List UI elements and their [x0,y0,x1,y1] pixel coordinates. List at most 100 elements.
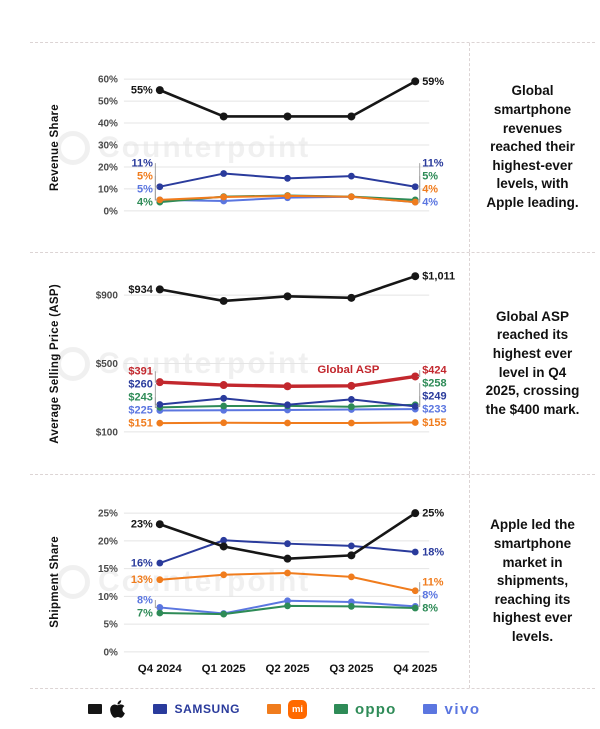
vivo-wordmark: vivo [444,700,481,718]
mi-end-label: 11% [422,577,444,589]
mi-point [411,587,419,595]
y-tick-label: 5% [103,620,118,631]
legend-item-mi: mi [267,699,308,719]
oppo-end-label: 8% [422,603,438,615]
leader-line [417,595,421,607]
vivo-start-label: $225 [128,405,152,417]
samsung-point [156,559,164,567]
apple-point [347,551,356,560]
apple-point [155,285,164,294]
mi-end-label: 4% [422,184,438,196]
apple-point [411,272,420,281]
apple-line [158,511,417,560]
x-tick-label: Q1 2025 [202,663,247,675]
legend-item-samsung: SAMSUNG [153,702,240,716]
apple-start-label: 55% [131,85,153,97]
global_asp-point [219,381,228,390]
gridlines: 0% 5% 10% 15% 20% 25% [98,509,430,658]
samsung-point [220,394,227,402]
samsung-point [347,172,355,180]
global_asp-point [347,381,356,390]
samsung-point [411,183,419,191]
samsung-end-label: 18% [422,546,444,558]
apple-swatch [88,704,103,714]
vivo-end-label: 4% [422,197,438,209]
infographic-grid: Counterpoint Revenue Share 0% 10% 20% 30% 40… [30,42,595,729]
samsung-point [284,174,291,182]
oppo-point [411,604,419,612]
samsung-wordmark: SAMSUNG [174,702,241,716]
oppo-start-label: 4% [137,197,153,209]
mi-point [347,573,355,581]
gridlines: $100 $500 $900 [96,291,430,438]
revenue-share-chart: 0%10%20%30%40%50%60%4%5%5%11%55%4%4%5%11… [98,75,444,218]
leader-line [417,163,421,188]
global_asp-point [283,382,292,391]
gridlines: 0% 10% 20% 30% 40% 50% 60% [98,75,430,217]
apple-point [219,112,228,121]
global_asp-start-label: $391 [128,366,152,378]
samsung-end-label: $249 [422,391,446,403]
y-tick-label: $100 [96,427,119,438]
mi-point [220,419,227,427]
shipment-share-chart: 0% 5% 10% 15% 20% 25% Q4 2024 Q1 2025 Q2 2025 Q3 … [98,508,445,675]
asp-chart-cell: Counterpoint Average Selling Price (ASP)… [30,253,470,474]
apple-end-label: $1,011 [422,271,455,283]
mi-logo-icon: mi [288,699,308,719]
apple-line [158,80,417,118]
y-tick-label: 10% [98,592,118,603]
asp-caption: Global ASP reached its highest ever leve… [485,308,580,417]
mi-swatch [267,704,282,714]
y-tick-label: 60% [98,75,118,86]
apple-end-label: 59% [422,76,444,88]
mi-start-label: 5% [137,171,153,183]
samsung-start-label: 16% [131,558,153,570]
legend: SAMSUNG mi oppo vivo [2,689,567,729]
oppo-point [347,403,355,411]
series [155,77,420,206]
samsung-point [156,183,164,191]
x-tick-label: Q4 2025 [393,663,438,675]
mi-point [411,419,419,426]
samsung-point [284,540,291,548]
global-asp-annotation: Global ASP [317,364,379,376]
mi-point [284,192,291,200]
apple-point [155,520,164,529]
global_asp-point [411,372,420,381]
oppo-wordmark: oppo [355,700,397,718]
mi-point [156,196,164,204]
oppo-point [284,602,291,610]
leader-line [154,163,158,188]
apple-point [219,296,228,305]
mi-point [220,193,227,201]
apple-point [347,293,356,302]
apple-end-label: 25% [422,508,444,520]
leader-line [154,384,158,405]
series [155,272,420,427]
oppo-point [156,609,164,617]
vivo-point [284,597,291,605]
samsung-point [347,542,355,550]
y-tick-label: 20% [98,162,118,173]
vivo-start-label: 8% [137,595,153,607]
shipment-share-row: Counterpoint Shipment Share 0% 5% 10% 15% 20… [30,475,595,689]
samsung-point [284,401,291,409]
vivo-point [156,604,164,611]
vivo-end-label: $233 [422,404,446,416]
value-labels: 7%8%13%16%23%8%8%11%18%25% [131,508,445,620]
revenue-share-chart-cell: Counterpoint Revenue Share 0% 10% 20% 30% 40… [30,43,470,252]
leader-line [154,600,158,608]
legend-item-oppo: oppo [334,701,396,718]
y-tick-label: 0% [103,647,118,658]
x-axis-labels: Q4 2024 Q1 2025 Q2 2025 Q3 2025 Q4 2025 [138,663,438,675]
y-tick-label: $500 [96,359,119,370]
mi-start-label: $151 [128,418,152,430]
oppo-end-label: $258 [422,378,446,390]
y-tick-label: 20% [98,536,118,547]
apple-start-label: 23% [131,519,153,531]
y-tick-label: 40% [98,119,118,130]
shipment-share-axis-title: Shipment Share [48,535,61,628]
apple-logo-icon [110,700,126,718]
samsung-end-label: 11% [422,158,444,170]
x-tick-label: Q2 2025 [265,663,310,675]
